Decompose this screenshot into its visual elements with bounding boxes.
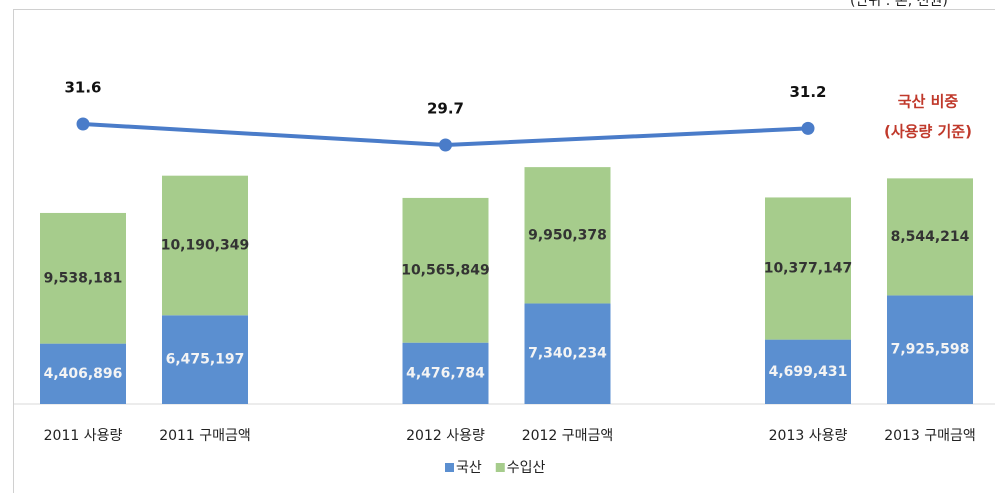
bar-segment bbox=[887, 178, 973, 296]
legend-label: 수입산 bbox=[507, 460, 546, 476]
value-label: 9,950,378 bbox=[528, 227, 607, 243]
bar-segment bbox=[402, 197, 489, 343]
value-label: 10,565,849 bbox=[401, 262, 490, 278]
bar-segment bbox=[402, 342, 489, 404]
bar-segment bbox=[524, 303, 611, 404]
x-tick-label: 2013 사용량 bbox=[769, 428, 848, 444]
x-tick-label: 2011 사용량 bbox=[44, 428, 123, 444]
bar-segment bbox=[40, 212, 126, 344]
value-label: 4,699,431 bbox=[769, 364, 848, 380]
line-label: 31.6 bbox=[64, 78, 101, 96]
chart-border bbox=[13, 9, 995, 493]
value-label: 4,476,784 bbox=[406, 365, 485, 381]
x-tick-label: 2011 구매금액 bbox=[159, 428, 251, 444]
value-label: 7,925,598 bbox=[891, 342, 970, 358]
bar-segment bbox=[40, 343, 126, 404]
value-label: 10,190,349 bbox=[161, 237, 250, 253]
value-label: 8,544,214 bbox=[891, 229, 970, 245]
line-point bbox=[76, 117, 90, 131]
bar-segment bbox=[765, 197, 851, 340]
line-label: 29.7 bbox=[427, 99, 464, 117]
legend-swatch bbox=[495, 463, 505, 472]
value-label: 7,340,234 bbox=[528, 346, 607, 362]
subtitle-bg bbox=[845, 0, 995, 9]
value-label: 10,377,147 bbox=[764, 261, 853, 277]
bar-segment bbox=[887, 295, 973, 404]
x-tick-label: 2012 사용량 bbox=[406, 428, 485, 444]
line-point bbox=[439, 138, 452, 152]
legend-swatch bbox=[445, 463, 454, 472]
line-annotation: 국산 비중 bbox=[898, 93, 959, 111]
line-point bbox=[801, 121, 815, 135]
x-tick-label: 2013 구매금액 bbox=[884, 428, 976, 444]
subtitle: (단위 : 톤, 천원) bbox=[850, 0, 948, 9]
bar-segment bbox=[162, 315, 248, 404]
bar-segment bbox=[162, 175, 248, 316]
bar-segment bbox=[765, 339, 851, 404]
legend-label: 국산 bbox=[456, 460, 482, 476]
value-label: 9,538,181 bbox=[44, 270, 123, 286]
x-tick-label: 2012 구매금액 bbox=[522, 428, 614, 444]
value-label: 6,475,197 bbox=[166, 352, 245, 368]
bar-segment bbox=[524, 167, 611, 304]
value-label: 4,406,896 bbox=[44, 366, 123, 382]
line-label: 31.2 bbox=[789, 83, 826, 101]
line-annotation: (사용량 기준) bbox=[884, 123, 972, 141]
